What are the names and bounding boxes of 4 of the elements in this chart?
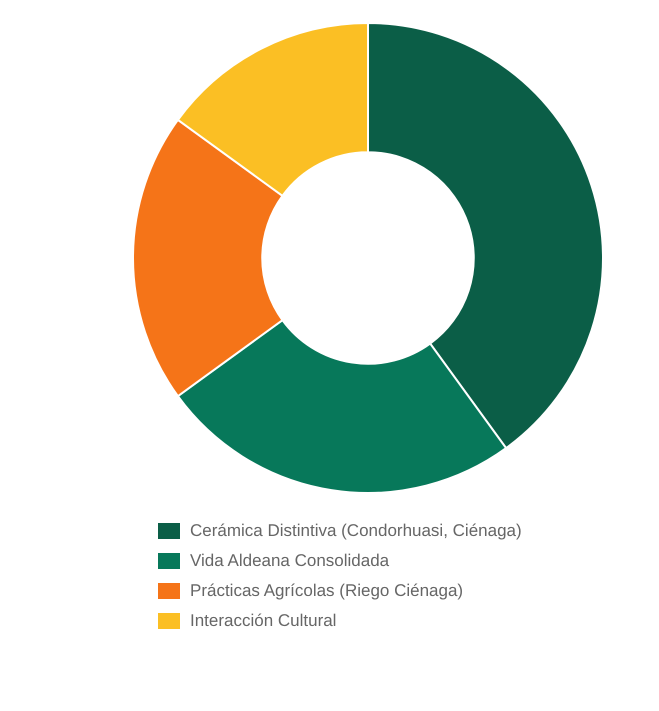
legend-label: Interacción Cultural (190, 611, 336, 630)
legend-label: Prácticas Agrícolas (Riego Ciénaga) (190, 581, 464, 600)
legend-label: Cerámica Distintiva (Condorhuasi, Ciénaga) (190, 521, 522, 540)
legend-label: Vida Aldeana Consolidada (190, 551, 390, 570)
